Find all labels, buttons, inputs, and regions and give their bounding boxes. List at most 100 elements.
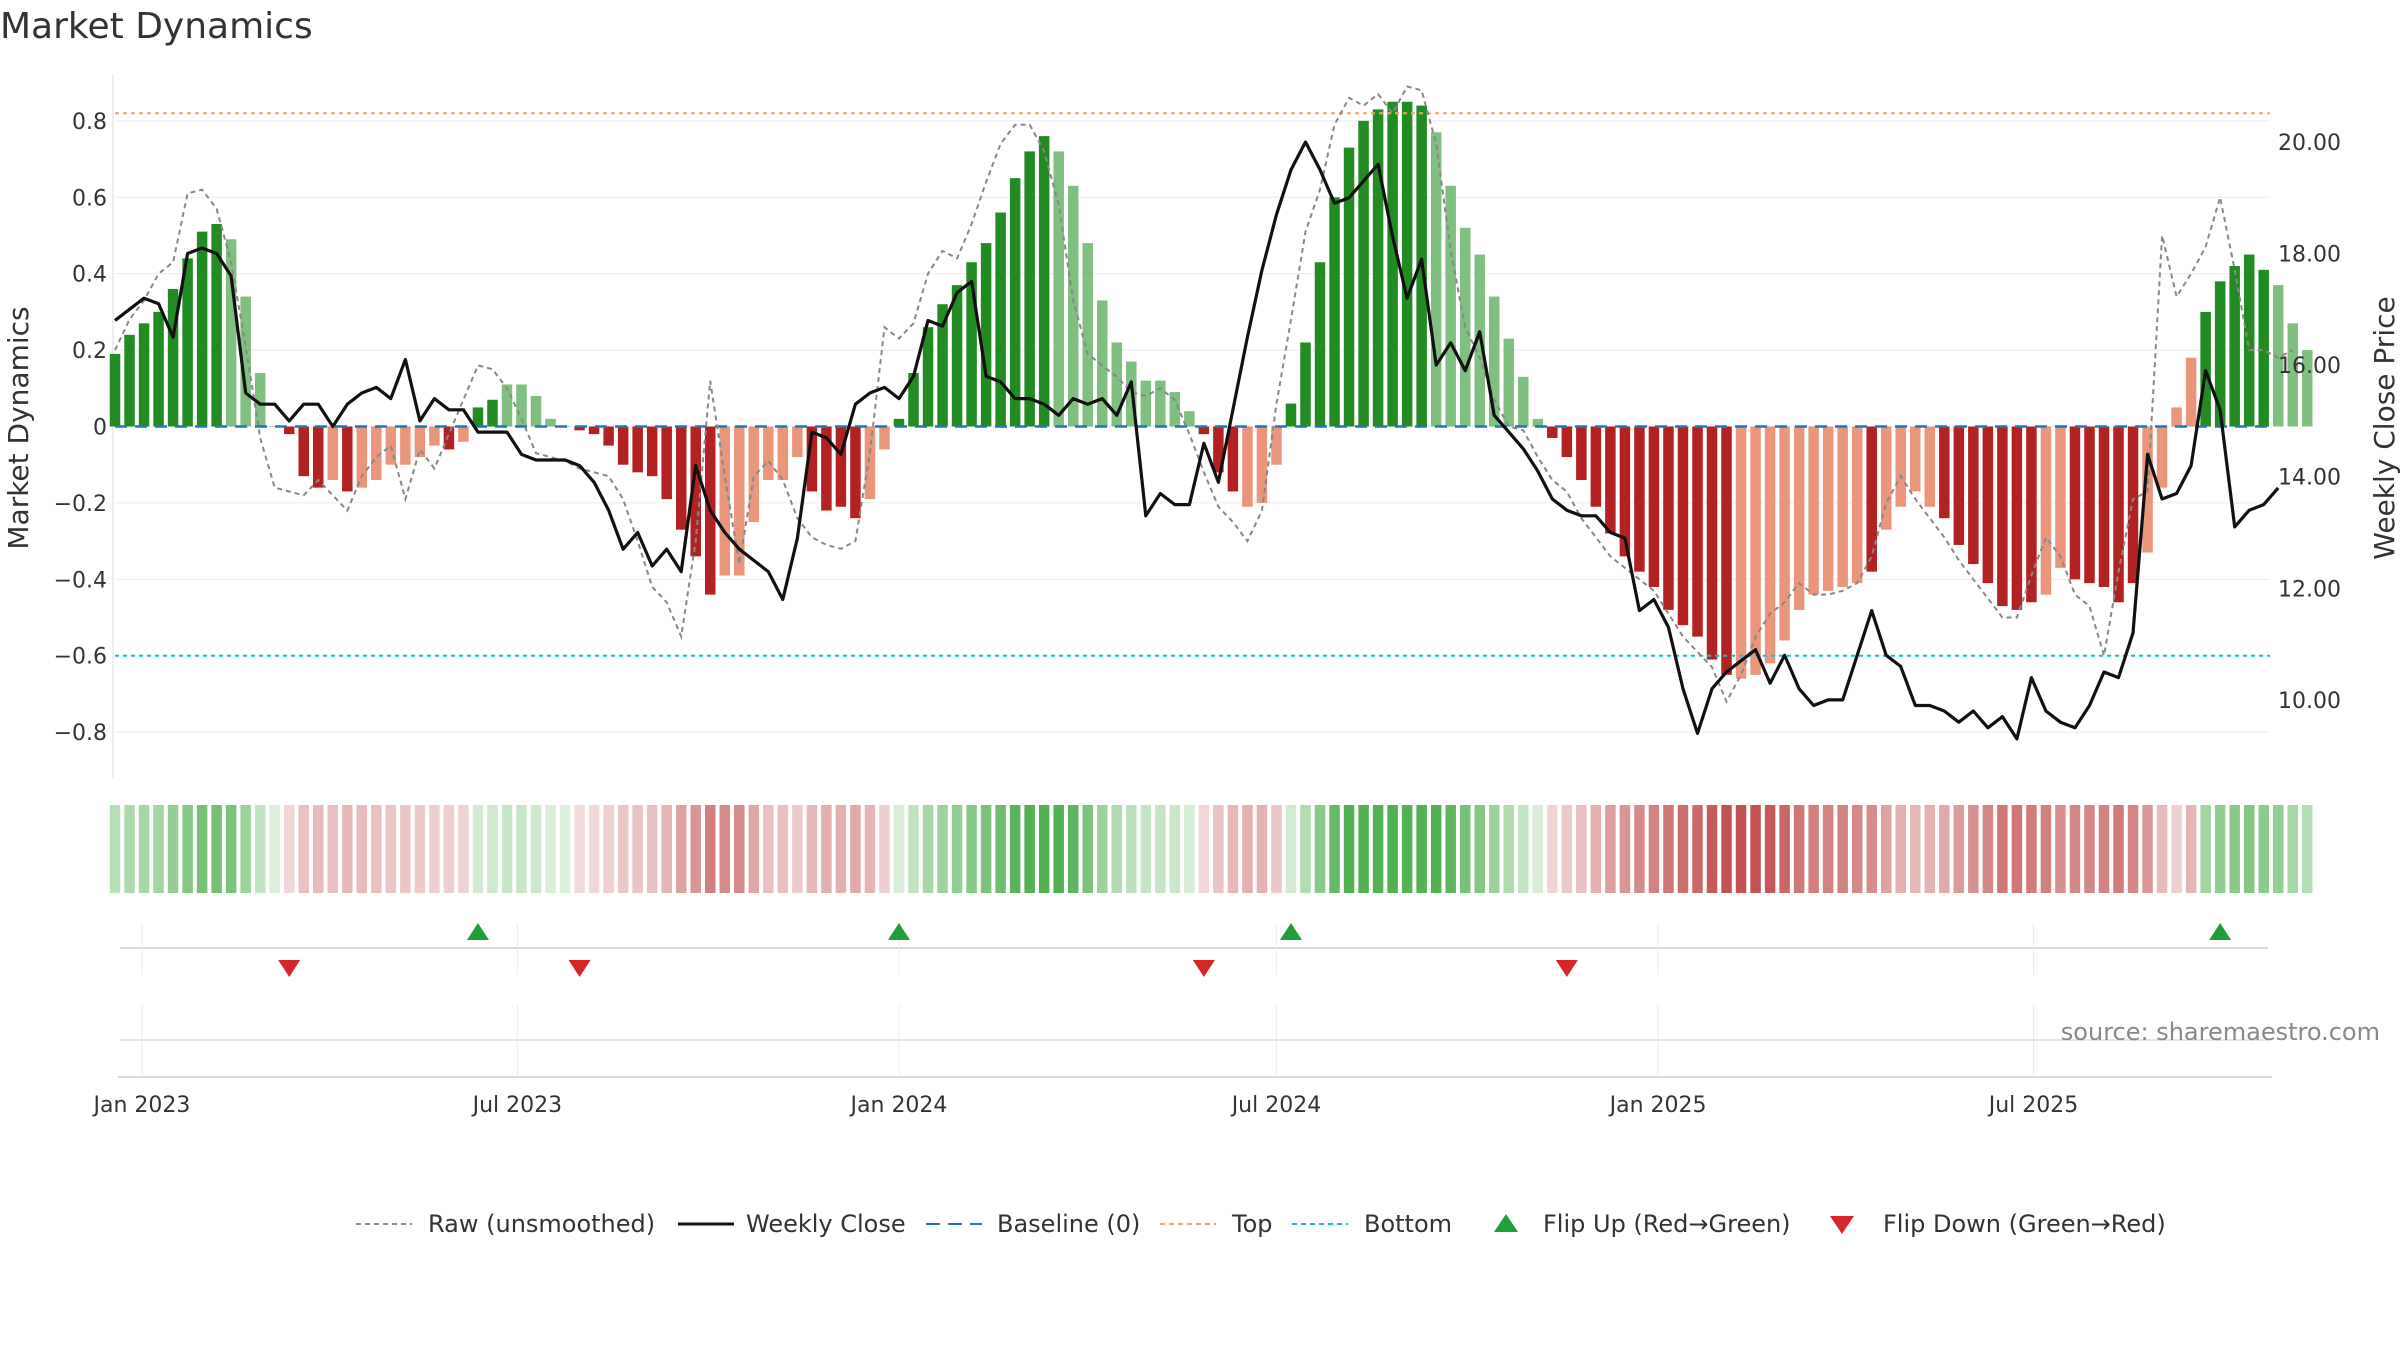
state-strip-cell <box>1953 805 1965 893</box>
dynamics-bar <box>2084 426 2095 584</box>
dynamics-bar <box>617 426 629 465</box>
state-strip-cell <box>1474 805 1485 893</box>
state-strip-cell <box>2040 805 2052 893</box>
dynamics-bar <box>2098 426 2110 587</box>
y-tick-label: −0.2 <box>54 492 107 517</box>
dynamics-bar <box>879 426 890 450</box>
flip-down-marker <box>568 960 591 977</box>
x-tick-label: Jan 2023 <box>92 1093 191 1118</box>
dynamics-bar <box>1663 426 1674 610</box>
state-strip-cell <box>2113 805 2124 893</box>
dynamics-bar <box>646 426 658 477</box>
state-strip-cell <box>254 805 266 893</box>
state-strip-cell <box>371 805 382 893</box>
state-strip-cell <box>1590 805 1602 893</box>
dynamics-bar <box>632 426 643 473</box>
dynamics-bar <box>443 426 455 450</box>
dynamics-bar <box>1009 178 1021 427</box>
dynamics-bar <box>1314 262 1326 427</box>
state-strip-cell <box>2272 805 2284 893</box>
dynamics-bar <box>1343 147 1355 427</box>
dynamics-bar <box>1910 426 1921 492</box>
dynamics-bar <box>1329 197 1340 427</box>
dynamics-bar <box>1692 426 1703 637</box>
state-strip-cell <box>2229 805 2240 893</box>
y-tick-label: −0.8 <box>54 721 107 746</box>
dynamics-bar <box>458 426 469 442</box>
state-strip-cell <box>1532 805 1544 893</box>
state-strip-cell <box>2302 805 2313 893</box>
state-strip-cell <box>2156 805 2168 893</box>
state-strip-cell <box>1445 805 1456 893</box>
flip-up-marker <box>2209 923 2232 940</box>
x-tick-label: Jul 2024 <box>1230 1093 1322 1118</box>
state-strip-cell <box>763 805 774 893</box>
state-strip-cell <box>1503 805 1515 893</box>
y2-tick-label: 20.00 <box>2278 131 2341 156</box>
dynamics-bar <box>1532 418 1544 427</box>
x-tick-label: Jul 2025 <box>1987 1093 2079 1118</box>
dynamics-bar <box>254 373 266 427</box>
state-strip-cell <box>2127 805 2139 893</box>
dynamics-bar <box>1111 342 1123 427</box>
state-strip-cell <box>1329 805 1340 893</box>
state-strip-cell <box>646 805 658 893</box>
state-strip-cell <box>1518 805 1529 893</box>
flip-down-marker <box>278 960 301 977</box>
dynamics-bar <box>2302 350 2313 427</box>
state-strip-cell <box>1038 805 1050 893</box>
dynamics-bar <box>1648 426 1660 587</box>
dynamics-bar <box>1561 426 1573 458</box>
dynamics-bar <box>1503 338 1515 427</box>
state-strip-cell <box>879 805 890 893</box>
state-strip-cell <box>1401 805 1413 893</box>
dynamics-bar <box>1764 426 1776 664</box>
state-strip-cell <box>1300 805 1311 893</box>
legend-label: Raw (unsmoothed) <box>428 1210 655 1238</box>
dynamics-bar <box>690 426 701 557</box>
y-tick-label: 0.2 <box>72 339 107 364</box>
dynamics-bar <box>1184 411 1195 427</box>
dynamics-bar <box>327 426 339 480</box>
dynamics-bar <box>719 426 731 576</box>
state-strip-cell <box>327 805 339 893</box>
dynamics-bar <box>211 224 222 427</box>
state-strip-cell <box>2055 805 2066 893</box>
dynamics-bar <box>792 426 803 458</box>
state-strip-cell <box>1692 805 1703 893</box>
line-series <box>114 85 2294 741</box>
dynamics-bar <box>2156 426 2168 488</box>
dynamics-bar <box>2214 281 2226 427</box>
flip-markers <box>120 923 2268 977</box>
state-strip-cell <box>574 805 585 893</box>
y2-tick-label: 14.00 <box>2278 466 2341 491</box>
dynamics-bar <box>661 426 672 500</box>
state-strip-cell <box>864 805 876 893</box>
dynamics-bar <box>342 426 353 492</box>
y2-axis-label: Weekly Close Price <box>2368 296 2400 559</box>
dynamics-bar <box>298 426 309 477</box>
state-strip-cell <box>1227 805 1239 893</box>
state-strip-cell <box>704 805 716 893</box>
state-strip-cell <box>632 805 643 893</box>
dynamics-bar <box>269 426 280 427</box>
state-strip-cell <box>1053 805 1064 893</box>
state-strip-cell <box>109 805 121 893</box>
state-strip-cell <box>1459 805 1471 893</box>
dynamics-bar <box>937 304 948 427</box>
state-strip-cell <box>2011 805 2023 893</box>
state-strip-cell <box>1387 805 1398 893</box>
dynamics-bar <box>1387 101 1398 427</box>
dynamics-bar <box>400 426 411 465</box>
dynamics-bar <box>545 418 556 427</box>
dynamics-bar <box>1256 426 1268 503</box>
dynamics-bar <box>1634 426 1645 572</box>
weekly-close-line <box>114 140 2280 741</box>
dynamics-bar <box>951 285 963 427</box>
state-strip-cell <box>153 805 164 893</box>
state-strip-cell <box>1416 805 1427 893</box>
dynamics-bar <box>2055 426 2066 568</box>
dynamics-bar <box>2069 426 2081 580</box>
dynamics-bar <box>516 384 527 427</box>
dynamics-bar <box>414 426 426 458</box>
